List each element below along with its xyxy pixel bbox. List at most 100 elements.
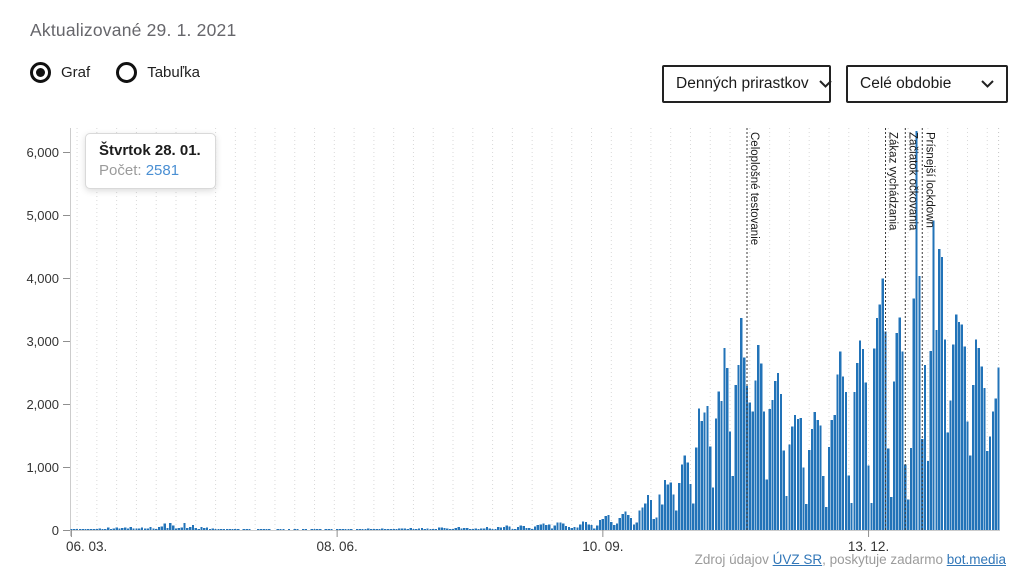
- bar[interactable]: [480, 528, 483, 530]
- bar[interactable]: [791, 426, 794, 530]
- bar[interactable]: [545, 525, 548, 530]
- bar[interactable]: [73, 529, 76, 530]
- bar[interactable]: [672, 494, 675, 530]
- bar[interactable]: [135, 528, 138, 530]
- bar[interactable]: [754, 380, 757, 531]
- bar[interactable]: [556, 522, 559, 531]
- bar[interactable]: [613, 524, 616, 530]
- bar[interactable]: [833, 415, 836, 530]
- bar[interactable]: [533, 526, 537, 530]
- bar[interactable]: [960, 324, 963, 530]
- bar[interactable]: [703, 412, 706, 530]
- bar[interactable]: [485, 527, 489, 530]
- bar[interactable]: [296, 529, 299, 530]
- bar[interactable]: [765, 479, 768, 530]
- bar[interactable]: [367, 528, 370, 530]
- bar[interactable]: [355, 529, 359, 530]
- bar[interactable]: [802, 467, 805, 530]
- bar[interactable]: [663, 479, 667, 530]
- bar[interactable]: [655, 517, 658, 530]
- bar[interactable]: [711, 487, 715, 530]
- bar[interactable]: [610, 521, 613, 530]
- bar[interactable]: [686, 462, 689, 530]
- bar[interactable]: [138, 528, 141, 530]
- bar[interactable]: [949, 400, 952, 530]
- bar[interactable]: [95, 529, 98, 530]
- bar[interactable]: [302, 529, 305, 530]
- bar[interactable]: [166, 528, 169, 530]
- bar[interactable]: [669, 482, 672, 530]
- bar[interactable]: [748, 402, 751, 531]
- bar[interactable]: [463, 528, 466, 530]
- bar[interactable]: [350, 529, 353, 530]
- bar[interactable]: [940, 257, 944, 530]
- bar[interactable]: [186, 527, 189, 530]
- bar[interactable]: [714, 418, 718, 530]
- bar[interactable]: [796, 419, 800, 530]
- bar[interactable]: [887, 448, 890, 530]
- bar[interactable]: [723, 347, 726, 530]
- bar[interactable]: [881, 278, 884, 530]
- bar[interactable]: [508, 526, 511, 530]
- bar[interactable]: [570, 527, 573, 530]
- bar[interactable]: [929, 351, 932, 530]
- bar[interactable]: [132, 528, 135, 530]
- bar[interactable]: [926, 461, 930, 530]
- bar[interactable]: [694, 447, 698, 530]
- bar[interactable]: [726, 367, 729, 530]
- bar[interactable]: [638, 510, 641, 530]
- bar[interactable]: [369, 529, 373, 530]
- bar[interactable]: [819, 425, 822, 530]
- bar[interactable]: [265, 529, 268, 530]
- bar[interactable]: [505, 525, 508, 530]
- bar[interactable]: [974, 339, 978, 530]
- bar[interactable]: [955, 314, 958, 530]
- bar[interactable]: [915, 130, 918, 530]
- bar[interactable]: [884, 331, 887, 530]
- bar[interactable]: [234, 529, 237, 530]
- bar[interactable]: [457, 526, 460, 530]
- bar[interactable]: [155, 529, 158, 530]
- bar[interactable]: [163, 523, 166, 530]
- bar[interactable]: [983, 388, 986, 530]
- bar[interactable]: [683, 455, 686, 530]
- bar[interactable]: [564, 525, 568, 530]
- bar[interactable]: [84, 529, 87, 530]
- bar[interactable]: [183, 522, 186, 530]
- bar[interactable]: [598, 519, 602, 530]
- bar[interactable]: [217, 529, 220, 530]
- bar[interactable]: [858, 340, 862, 530]
- bar[interactable]: [932, 220, 935, 531]
- bar[interactable]: [121, 527, 124, 530]
- bar[interactable]: [78, 529, 82, 530]
- bar[interactable]: [146, 528, 149, 530]
- metric-select[interactable]: Denných prirastkov: [662, 65, 832, 103]
- bar[interactable]: [856, 363, 859, 530]
- bar[interactable]: [118, 528, 121, 530]
- bar[interactable]: [731, 475, 734, 530]
- bar[interactable]: [743, 357, 746, 530]
- bar[interactable]: [327, 529, 330, 530]
- bar[interactable]: [482, 528, 486, 530]
- bar[interactable]: [760, 363, 763, 530]
- bar[interactable]: [440, 527, 443, 530]
- bar[interactable]: [901, 351, 904, 530]
- bar[interactable]: [514, 528, 517, 530]
- radio-tabulka[interactable]: Tabuľka: [116, 62, 200, 83]
- bar[interactable]: [972, 385, 975, 530]
- bar[interactable]: [525, 527, 528, 530]
- bar[interactable]: [123, 527, 127, 530]
- bar[interactable]: [177, 528, 180, 530]
- bar[interactable]: [728, 431, 732, 530]
- bar[interactable]: [799, 418, 802, 530]
- bar[interactable]: [988, 436, 992, 530]
- bar[interactable]: [381, 528, 384, 530]
- bar[interactable]: [579, 524, 582, 530]
- bar[interactable]: [372, 529, 375, 530]
- bar[interactable]: [847, 475, 850, 530]
- bar[interactable]: [471, 529, 474, 530]
- bar[interactable]: [907, 499, 910, 530]
- bar[interactable]: [211, 528, 214, 530]
- bar[interactable]: [782, 450, 785, 530]
- bar[interactable]: [248, 529, 251, 530]
